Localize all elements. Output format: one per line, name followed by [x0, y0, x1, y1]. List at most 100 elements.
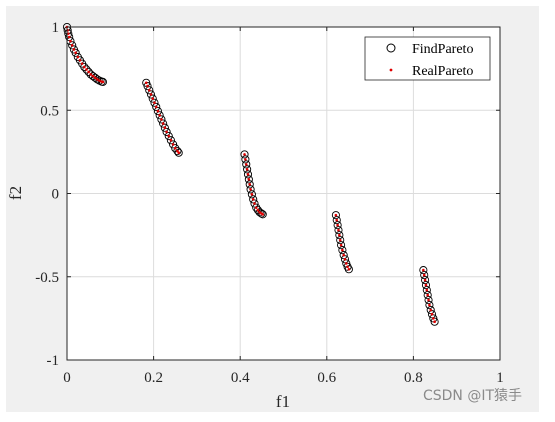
findpareto-point — [243, 165, 252, 174]
realpareto-point — [339, 243, 343, 247]
findpareto-point — [257, 209, 266, 218]
findpareto-point — [258, 210, 267, 219]
x-axis-label: f1 — [276, 392, 290, 411]
realpareto-point — [147, 88, 151, 92]
findpareto-point — [427, 310, 437, 319]
realpareto-point — [251, 198, 255, 201]
findpareto-point — [245, 180, 254, 189]
findpareto-point — [420, 271, 429, 280]
findpareto-point — [421, 276, 430, 285]
findpareto-point — [68, 41, 77, 50]
y-tick-label: -0.5 — [35, 270, 59, 286]
realpareto-point — [249, 188, 252, 191]
findpareto-point — [243, 170, 253, 179]
realpareto-point — [91, 74, 95, 78]
findpareto-point — [82, 65, 91, 74]
findpareto-point — [425, 301, 434, 310]
realpareto-point — [89, 73, 93, 76]
findpareto-point — [333, 221, 342, 230]
realpareto-point — [243, 153, 246, 156]
realpareto-point — [254, 206, 258, 209]
realpareto-point — [261, 213, 265, 216]
realpareto-point — [156, 109, 160, 113]
realpareto-point — [250, 193, 254, 196]
y-axis-label: f2 — [6, 186, 25, 200]
findpareto-point — [423, 291, 432, 300]
realpareto-point — [67, 35, 71, 39]
x-tick-label: 0.4 — [231, 370, 250, 386]
realpareto-point — [80, 62, 84, 65]
findpareto-point — [421, 281, 431, 290]
findpareto-point — [336, 236, 345, 245]
realpareto-point — [83, 65, 86, 69]
legend-marker-realpareto — [389, 68, 393, 72]
x-tick-label: 0 — [63, 370, 71, 386]
realpareto-point — [426, 293, 429, 297]
legend-label-realpareto: RealPareto — [412, 64, 473, 79]
realpareto-point — [154, 105, 158, 109]
realpareto-point — [248, 183, 252, 186]
realpareto-point — [346, 265, 349, 269]
realpareto-point — [153, 101, 156, 105]
realpareto-point — [165, 130, 168, 134]
legend-box — [364, 36, 491, 81]
findpareto-point — [169, 140, 178, 149]
realpareto-point — [169, 138, 173, 142]
realpareto-point — [423, 278, 427, 282]
realpareto-point — [245, 168, 249, 171]
findpareto-point — [145, 86, 154, 95]
findpareto-point — [430, 317, 439, 326]
realpareto-point — [422, 273, 426, 277]
findpareto-point — [247, 190, 256, 199]
x-tick-label: 0.6 — [317, 370, 336, 386]
watermark: CSDN @IT猿手 — [423, 388, 522, 404]
findpareto-point — [242, 160, 251, 169]
findpareto-point — [173, 146, 182, 156]
realpareto-point — [347, 267, 351, 271]
realpareto-point — [428, 303, 431, 307]
findpareto-point — [84, 67, 93, 77]
x-tick-label: 0.8 — [404, 370, 423, 386]
findpareto-point — [335, 231, 344, 240]
findpareto-point — [155, 111, 164, 120]
realpareto-point — [335, 218, 339, 222]
realpareto-point — [76, 55, 80, 59]
realpareto-point — [69, 39, 72, 43]
findpareto-point — [249, 195, 258, 204]
findpareto-point — [246, 185, 255, 194]
findpareto-point — [143, 82, 152, 91]
findpareto-point — [426, 305, 435, 315]
findpareto-point — [419, 266, 428, 275]
findpareto-point — [331, 211, 340, 220]
y-tick-label: 1 — [52, 20, 60, 36]
findpareto-point — [150, 98, 159, 107]
realpareto-point — [177, 151, 181, 155]
findpareto-point — [424, 296, 433, 305]
findpareto-point — [166, 136, 175, 145]
findpareto-point — [157, 115, 166, 124]
x-tick-label: 1 — [496, 370, 504, 386]
findpareto-point — [250, 199, 259, 208]
realpareto-point — [430, 312, 434, 316]
realpareto-point — [163, 126, 167, 130]
realpareto-point — [433, 320, 436, 324]
findpareto-point — [152, 102, 161, 111]
axis-ticks: 0 0.2 0.4 0.6 0.8 1 -1 -0.5 0 0.5 1 — [35, 20, 504, 386]
legend-label-findpareto: FindPareto — [412, 42, 473, 57]
realpareto-point — [424, 283, 428, 287]
realpareto-point — [161, 122, 165, 125]
realpareto-point — [244, 163, 248, 166]
findpareto-point — [162, 127, 171, 136]
findpareto-point — [160, 123, 169, 132]
realpareto-point — [96, 78, 99, 81]
findpareto-point — [164, 132, 173, 141]
realpareto-point — [160, 118, 163, 121]
findpareto-point — [339, 251, 348, 260]
findpareto-point — [159, 119, 168, 128]
realpareto-point — [149, 93, 153, 96]
realpareto-point — [334, 213, 338, 217]
findpareto-point — [98, 77, 107, 86]
realpareto-point — [336, 223, 339, 227]
